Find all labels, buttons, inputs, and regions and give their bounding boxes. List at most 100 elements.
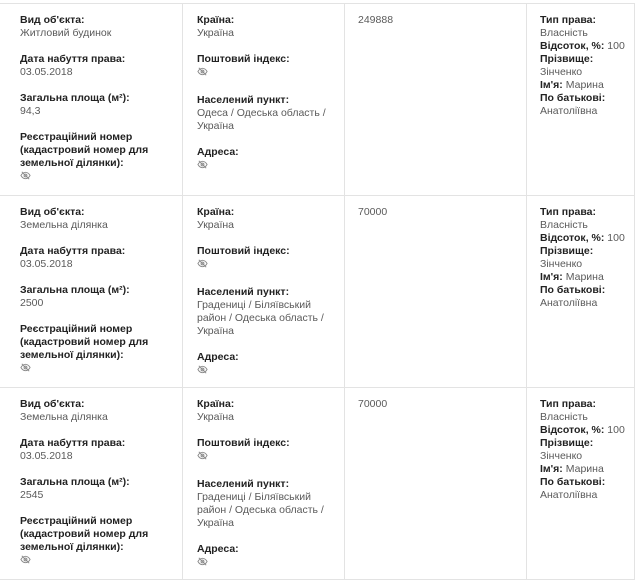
percent-field: Відсоток, %: 100 [540, 232, 626, 245]
eye-slash-icon[interactable] [20, 362, 174, 377]
object-type-value: Земельна ділянка [20, 219, 108, 231]
postal-code-field: Поштовий індекс: [197, 437, 336, 465]
patronymic-field: По батькові: Анатоліївна [540, 284, 626, 310]
first-name-label: Ім'я: [540, 271, 563, 283]
address-label: Адреса: [197, 543, 239, 555]
percent-label: Відсоток, %: [540, 424, 605, 436]
area-field: Загальна площа (м²): 94,3 [20, 92, 174, 118]
object-cell: Вид об'єкта: Земельна ділянка Дата набуття… [0, 388, 183, 579]
address-label: Адреса: [197, 146, 239, 158]
postal-code-field: Поштовий індекс: [197, 245, 336, 273]
area-label: Загальна площа (м²): [20, 284, 130, 296]
locality-field: Населений пункт: Градениці / Біляївський … [197, 478, 336, 530]
area-field: Загальна площа (м²): 2500 [20, 284, 174, 310]
surname-field: Прізвище: Зінченко [540, 53, 626, 79]
postal-code-label: Поштовий індекс: [197, 245, 290, 257]
surname-value: Зінченко [540, 450, 583, 462]
object-value: 70000 [358, 206, 388, 218]
surname-label: Прізвище: [540, 245, 594, 257]
country-value: Україна [197, 411, 235, 423]
locality-field: Населений пункт: Одеса / Одеська область … [197, 94, 336, 133]
owner-cell: Тип права: Власність Відсоток, %: 100 Прізв… [527, 388, 634, 579]
table-row: Вид об'єкта: Земельна ділянка Дата набуття… [0, 388, 634, 580]
first-name-field: Ім'я: Марина [540, 79, 626, 92]
acquired-date-field: Дата набуття права: 03.05.2018 [20, 437, 174, 463]
patronymic-field: По батькові: Анатоліївна [540, 476, 626, 502]
location-cell: Країна: Україна Поштовий індекс: Населений … [183, 196, 345, 387]
object-cell: Вид об'єкта: Житловий будинок Дата набуття… [0, 4, 183, 195]
area-value: 2545 [20, 489, 44, 501]
object-value: 249888 [358, 14, 394, 26]
acquired-date-label: Дата набуття права: [20, 245, 126, 257]
address-field: Адреса: [197, 146, 336, 174]
object-type-value: Житловий будинок [20, 27, 112, 39]
country-value: Україна [197, 219, 235, 231]
eye-slash-icon[interactable] [197, 556, 336, 571]
locality-label: Населений пункт: [197, 286, 290, 298]
patronymic-value: Анатоліївна [540, 297, 598, 309]
reg-number-field: Реєстраційний номер (кадастровий номер д… [20, 515, 174, 569]
locality-value: Градениці / Біляївський район / Одеська … [197, 299, 324, 337]
patronymic-value: Анатоліївна [540, 105, 598, 117]
first-name-value: Марина [565, 271, 604, 283]
object-type-field: Вид об'єкта: Житловий будинок [20, 14, 174, 40]
acquired-date-label: Дата набуття права: [20, 53, 126, 65]
eye-slash-icon[interactable] [197, 258, 336, 273]
right-type-field: Тип права: Власність [540, 14, 626, 40]
eye-slash-icon[interactable] [197, 159, 336, 174]
object-value: 70000 [358, 398, 388, 410]
reg-number-label: Реєстраційний номер (кадастровий номер д… [20, 323, 149, 361]
country-field: Країна: Україна [197, 14, 336, 40]
right-type-label: Тип права: [540, 14, 596, 26]
country-label: Країна: [197, 206, 235, 218]
first-name-value: Марина [565, 79, 604, 91]
country-field: Країна: Україна [197, 206, 336, 232]
percent-value: 100 [607, 232, 625, 244]
object-type-label: Вид об'єкта: [20, 206, 85, 218]
right-type-label: Тип права: [540, 398, 596, 410]
owner-cell: Тип права: Власність Відсоток, %: 100 Прізв… [527, 4, 634, 195]
address-field: Адреса: [197, 543, 336, 571]
address-field: Адреса: [197, 351, 336, 379]
acquired-date-label: Дата набуття права: [20, 437, 126, 449]
eye-slash-icon[interactable] [20, 554, 174, 569]
area-field: Загальна площа (м²): 2545 [20, 476, 174, 502]
locality-value: Одеса / Одеська область / Україна [197, 107, 326, 132]
acquired-date-value: 03.05.2018 [20, 450, 73, 462]
reg-number-label: Реєстраційний номер (кадастровий номер д… [20, 131, 149, 169]
surname-field: Прізвище: Зінченко [540, 245, 626, 271]
patronymic-value: Анатоліївна [540, 489, 598, 501]
surname-label: Прізвище: [540, 437, 594, 449]
percent-label: Відсоток, %: [540, 232, 605, 244]
object-type-field: Вид об'єкта: Земельна ділянка [20, 398, 174, 424]
table-row: Вид об'єкта: Житловий будинок Дата набуття… [0, 4, 634, 196]
eye-slash-icon[interactable] [197, 364, 336, 379]
object-type-field: Вид об'єкта: Земельна ділянка [20, 206, 174, 232]
value-cell: 249888 [345, 4, 527, 195]
reg-number-field: Реєстраційний номер (кадастровий номер д… [20, 323, 174, 377]
country-label: Країна: [197, 14, 235, 26]
value-cell: 70000 [345, 388, 527, 579]
right-type-field: Тип права: Власність [540, 398, 626, 424]
right-type-label: Тип права: [540, 206, 596, 218]
table-row: Вид об'єкта: Земельна ділянка Дата набуття… [0, 196, 634, 388]
postal-code-label: Поштовий індекс: [197, 437, 290, 449]
right-type-field: Тип права: Власність [540, 206, 626, 232]
postal-code-field: Поштовий індекс: [197, 53, 336, 81]
eye-slash-icon[interactable] [20, 170, 174, 185]
area-value: 94,3 [20, 105, 41, 117]
acquired-date-field: Дата набуття права: 03.05.2018 [20, 245, 174, 271]
country-label: Країна: [197, 398, 235, 410]
locality-field: Населений пункт: Градениці / Біляївський … [197, 286, 336, 338]
reg-number-label: Реєстраційний номер (кадастровий номер д… [20, 515, 149, 553]
area-label: Загальна площа (м²): [20, 476, 130, 488]
value-cell: 70000 [345, 196, 527, 387]
first-name-label: Ім'я: [540, 463, 563, 475]
eye-slash-icon[interactable] [197, 450, 336, 465]
surname-value: Зінченко [540, 258, 583, 270]
right-type-value: Власність [540, 219, 588, 231]
locality-label: Населений пункт: [197, 94, 290, 106]
patronymic-label: По батькові: [540, 476, 606, 488]
percent-field: Відсоток, %: 100 [540, 40, 626, 53]
eye-slash-icon[interactable] [197, 66, 336, 81]
